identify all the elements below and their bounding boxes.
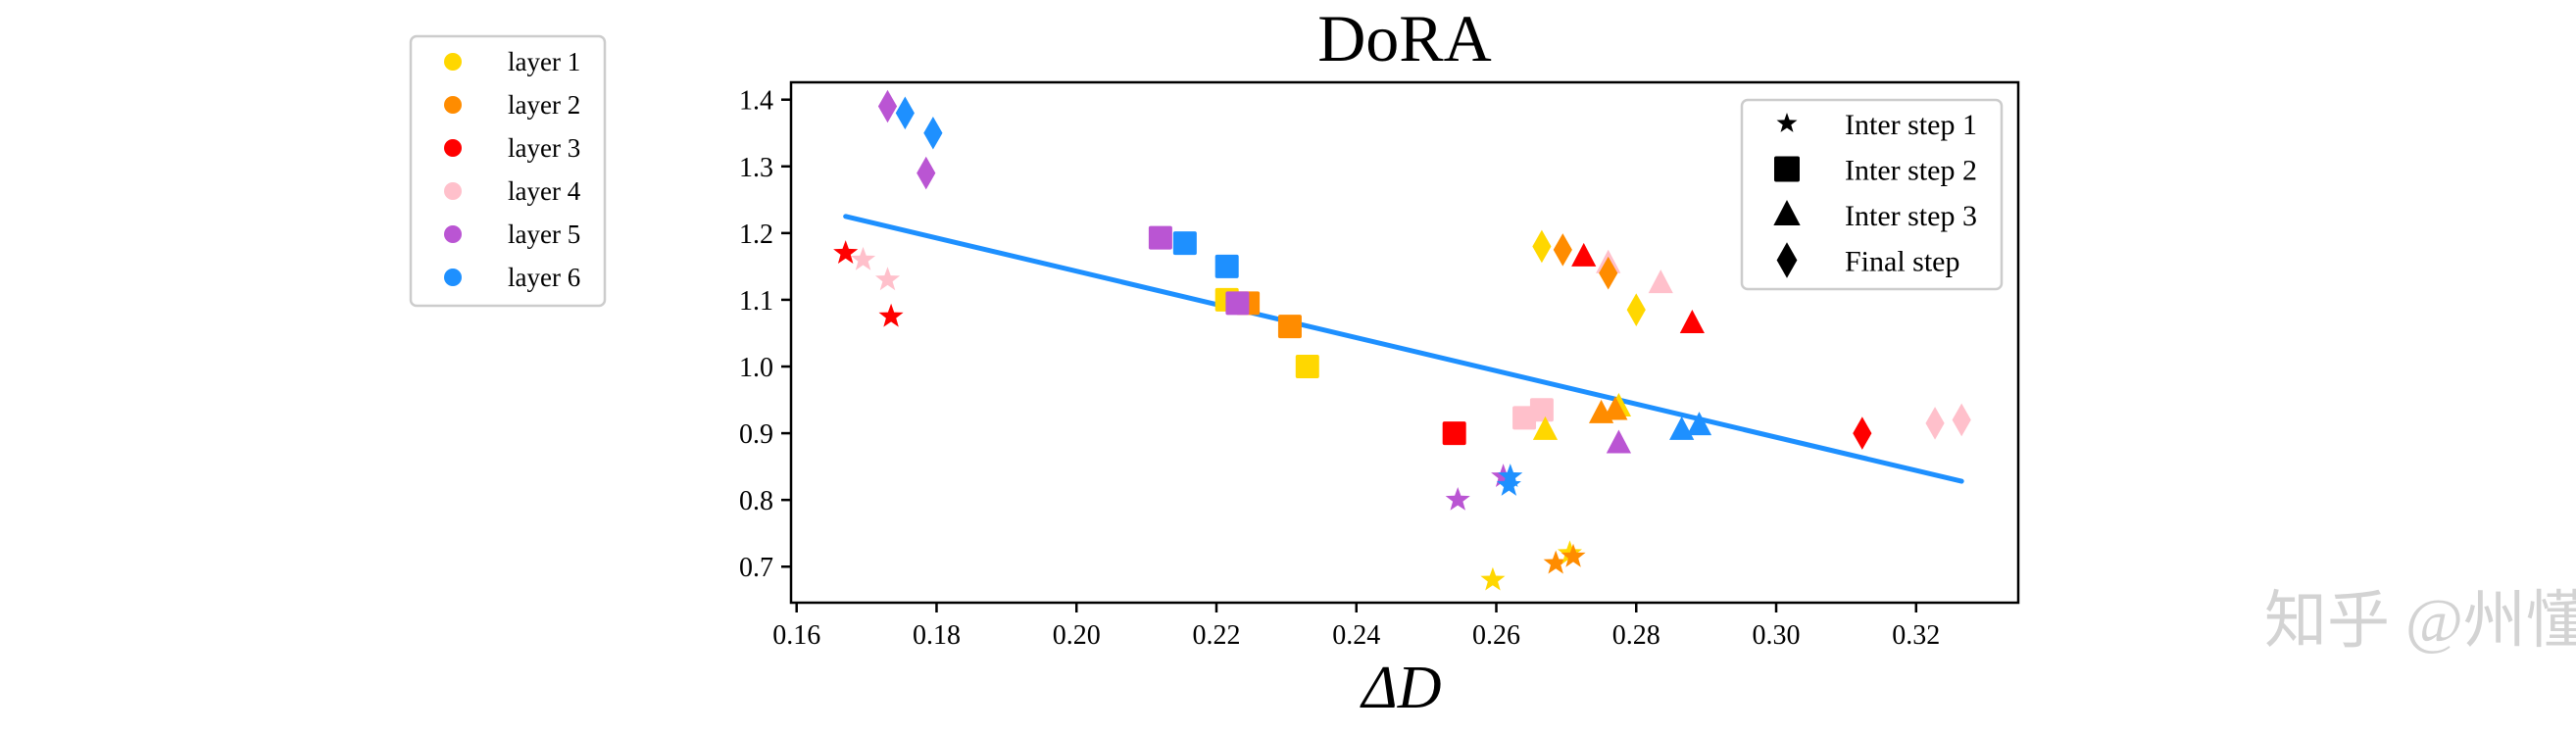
data-point-star (851, 246, 876, 270)
y-tick-label: 1.4 (739, 86, 773, 117)
data-point-triangle (1603, 396, 1628, 420)
plot-marks (833, 89, 1971, 591)
legend-label: layer 6 (508, 263, 580, 292)
y-tick-label: 0.9 (739, 419, 773, 450)
legend-label: Inter step 2 (1845, 155, 1977, 187)
step-legend: Inter step 1 Inter step 2 Inter step 3 Fina… (1740, 98, 2004, 291)
data-point-square (1529, 398, 1554, 422)
data-point-star (875, 267, 901, 291)
legend-marker-square (1774, 156, 1800, 182)
x-tick-label: 0.24 (1332, 620, 1380, 651)
x-tick-label: 0.16 (772, 620, 820, 651)
y-tick-label: 1.3 (739, 153, 773, 183)
data-point-star (1496, 472, 1521, 496)
legend-marker-layer-5 (444, 225, 462, 243)
legend-label: layer 5 (508, 220, 580, 249)
data-point-triangle (1648, 269, 1673, 294)
legend-marker-layer-4 (444, 182, 462, 200)
data-point-diamond (1532, 229, 1552, 264)
legend-marker-layer-1 (444, 53, 462, 71)
data-point-star (1445, 487, 1470, 511)
data-point-diamond (1952, 403, 1971, 437)
chart-title: DoRA (1317, 1, 1492, 75)
y-axis: 0.7 0.8 0.9 1.0 1.1 1.2 1.3 1.4 (739, 86, 791, 583)
data-point-star (1480, 566, 1506, 591)
data-point-square (1172, 231, 1197, 256)
x-tick-label: 0.20 (1053, 620, 1101, 651)
legend-marker-triangle (1773, 200, 1801, 226)
data-point-diamond (877, 89, 898, 123)
data-point-star (1560, 543, 1586, 567)
legend-label: layer 4 (508, 176, 581, 206)
y-tick-label: 1.0 (739, 353, 773, 383)
x-tick-label: 0.26 (1472, 620, 1520, 651)
data-point-square (1277, 315, 1302, 339)
layer-legend: layer 1 layer 2 layer 3 layer 4 layer 5 layer… (409, 34, 607, 308)
data-point-triangle (1679, 309, 1705, 333)
data-point-triangle (1606, 429, 1632, 454)
legend-marker-layer-3 (444, 139, 462, 157)
legend-label: layer 1 (508, 47, 580, 76)
regression-line (843, 214, 1964, 484)
x-tick-label: 0.32 (1892, 620, 1940, 651)
y-tick-label: 0.7 (739, 553, 773, 583)
legend-label: layer 2 (508, 90, 580, 120)
step-legend-frame (1740, 98, 2004, 291)
legend-label: layer 3 (508, 133, 580, 163)
legend-marker-layer-2 (444, 96, 462, 114)
legend-label: Inter step 3 (1845, 200, 1977, 232)
legend-label: Final step (1845, 246, 1960, 278)
data-point-square (1214, 254, 1239, 278)
x-tick-label: 0.28 (1612, 620, 1660, 651)
data-point-star (1543, 550, 1568, 574)
data-point-triangle (1669, 416, 1695, 440)
legend-marker-layer-6 (444, 269, 462, 286)
watermark: 知乎 @州懂 (2264, 586, 2576, 656)
data-point-diamond (1853, 416, 1872, 450)
data-point-diamond (895, 96, 915, 130)
x-axis-label: ΔD (1359, 655, 1441, 721)
x-tick-label: 0.18 (913, 620, 961, 651)
data-point-diamond (1599, 256, 1618, 290)
data-point-star (833, 240, 859, 264)
data-point-diamond (1553, 233, 1572, 267)
x-tick-label: 0.22 (1192, 620, 1240, 651)
legend-marker-diamond (1776, 242, 1798, 278)
data-point-star (878, 303, 904, 327)
legend-label: Inter step 1 (1845, 109, 1977, 141)
data-point-diamond (923, 116, 943, 150)
data-point-diamond (916, 156, 936, 190)
y-tick-label: 1.1 (739, 286, 773, 317)
y-tick-label: 1.2 (739, 220, 773, 250)
data-point-star (1557, 540, 1582, 564)
data-point-square (1148, 225, 1172, 250)
y-tick-label: 0.8 (739, 486, 773, 516)
data-point-square (1295, 355, 1319, 379)
x-axis: 0.16 0.18 0.20 0.22 0.24 0.26 0.28 0.30 0.32 (772, 603, 1940, 651)
plot-frame (789, 80, 2020, 605)
data-point-star (1498, 464, 1523, 487)
data-point-triangle (1532, 416, 1559, 440)
x-tick-label: 0.30 (1753, 620, 1801, 651)
data-point-diamond (1925, 407, 1945, 440)
data-point-triangle (1686, 412, 1712, 436)
data-point-diamond (1626, 293, 1646, 326)
data-point-square (1442, 421, 1466, 446)
data-point-square (1225, 291, 1250, 316)
data-point-triangle (1571, 242, 1597, 267)
legend-marker-star (1776, 113, 1798, 132)
